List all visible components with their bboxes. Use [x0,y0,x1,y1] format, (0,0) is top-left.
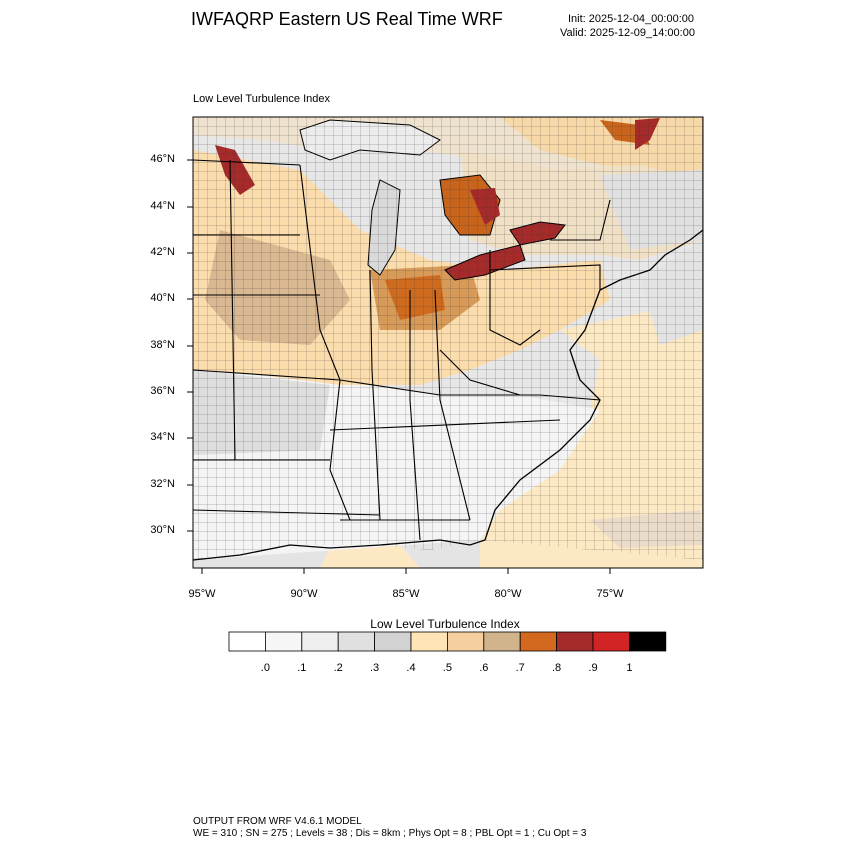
lon-label-85w: 85°W [392,588,420,600]
init-time: Init: 2025-12-04_00:00:00 [568,13,694,25]
county-grid [193,117,703,560]
legend-swatch [301,631,339,652]
legend-swatch [446,631,485,652]
lat-label-42: 42°N [150,246,175,258]
lat-label-38: 38°N [150,339,175,351]
legend-swatch [337,631,376,652]
legend-colorbar [228,631,667,652]
valid-time: Valid: 2025-12-09_14:00:00 [560,27,695,39]
lon-label-75w: 75°W [596,588,624,600]
legend-swatch [592,631,630,652]
legend-tick-label: .2 [333,662,343,674]
coastline [193,289,601,561]
legend-tick-label: 1 [626,662,633,674]
main-title: IWFAQRP Eastern US Real Time WRF [191,9,503,29]
lon-label-80w: 80°W [494,588,522,600]
footer-config-info: WE = 310 ; SN = 275 ; Levels = 38 ; Dis … [193,828,587,839]
lat-label-30: 30°N [150,524,175,536]
footer-model-info: OUTPUT FROM WRF V4.6.1 MODEL [193,816,362,827]
state-borders [193,159,611,541]
legend-swatch [629,631,667,652]
northeast-coastline [599,229,703,291]
legend-swatch [228,631,266,652]
lat-label-46: 46°N [150,153,175,165]
legend-tick-label: .9 [588,662,598,674]
map-frame [192,116,704,569]
legend-title: Low Level Turbulence Index [370,617,520,631]
legend-tick-label: .8 [552,662,562,674]
legend-swatch [483,631,521,652]
legend-tick-label: .3 [370,662,380,674]
map-subtitle: Low Level Turbulence Index [193,93,330,105]
lat-label-36: 36°N [150,385,175,397]
gulf-beige-patch [320,545,420,568]
legend-tick-label: .4 [406,662,416,674]
legend-swatch [556,631,594,652]
axis-ticks [187,159,611,574]
legend-tick-label: .1 [297,662,307,674]
legend-tick-label: .6 [479,662,489,674]
lat-label-32: 32°N [150,478,175,490]
legend-swatch [264,631,303,652]
legend-tick-label: .0 [260,662,270,674]
map-area [193,117,703,568]
legend-swatch [374,631,412,652]
legend-tick-label: .5 [442,662,452,674]
lat-label-34: 34°N [150,431,175,443]
lon-label-95w: 95°W [188,588,216,600]
legend-swatch [519,631,558,652]
legend-swatch [410,631,448,652]
lat-label-44: 44°N [150,200,175,212]
lat-label-40: 40°N [150,292,175,304]
legend-tick-label: .7 [515,662,525,674]
lon-label-90w: 90°W [290,588,318,600]
